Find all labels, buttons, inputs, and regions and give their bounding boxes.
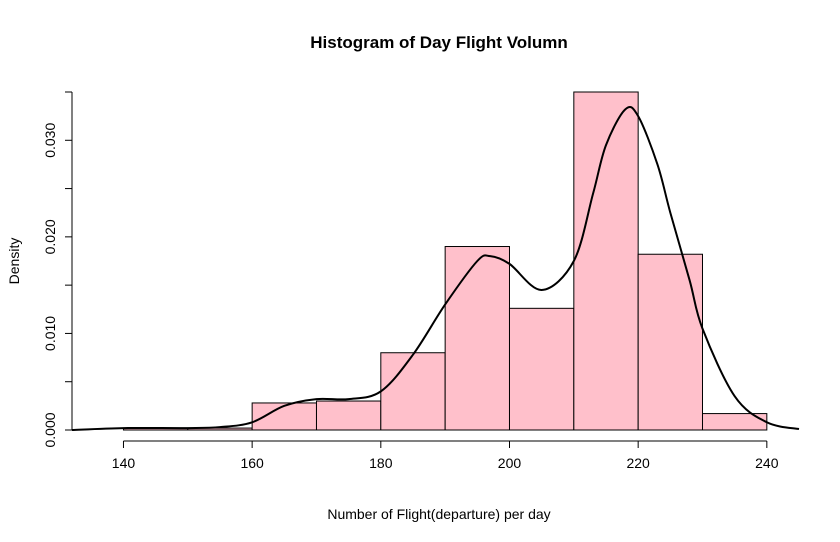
histogram-bars xyxy=(122,91,768,431)
density-curve-group xyxy=(71,105,800,431)
x-tick-label: 200 xyxy=(498,455,522,471)
x-tick-label: 140 xyxy=(112,455,136,471)
y-tick-label: 0.030 xyxy=(42,123,58,158)
y-tick-label: 0.010 xyxy=(42,316,58,351)
chart-title: Histogram of Day Flight Volumn xyxy=(310,33,568,52)
histogram-bar xyxy=(251,402,317,431)
histogram-bar xyxy=(444,246,510,431)
x-tick-label: 180 xyxy=(369,455,393,471)
y-tick-label: 0.000 xyxy=(42,412,58,447)
y-axis: 0.000 0.010 0.020 0.030 xyxy=(42,91,73,448)
y-tick-label: 0.020 xyxy=(42,219,58,254)
x-axis: 140 160 180 200 220 240 xyxy=(112,440,779,471)
x-tick-label: 160 xyxy=(240,455,264,471)
x-tick-label: 220 xyxy=(626,455,650,471)
histogram-bar xyxy=(508,307,575,431)
density-curve xyxy=(71,105,800,431)
x-axis-label: Number of Flight(departure) per day xyxy=(327,506,550,522)
y-axis-label: Density xyxy=(6,238,22,285)
histogram-bar xyxy=(315,400,382,431)
histogram-bar xyxy=(380,352,446,431)
histogram-bar xyxy=(573,91,639,431)
histogram-bar xyxy=(637,253,703,431)
x-tick-label: 240 xyxy=(755,455,779,471)
